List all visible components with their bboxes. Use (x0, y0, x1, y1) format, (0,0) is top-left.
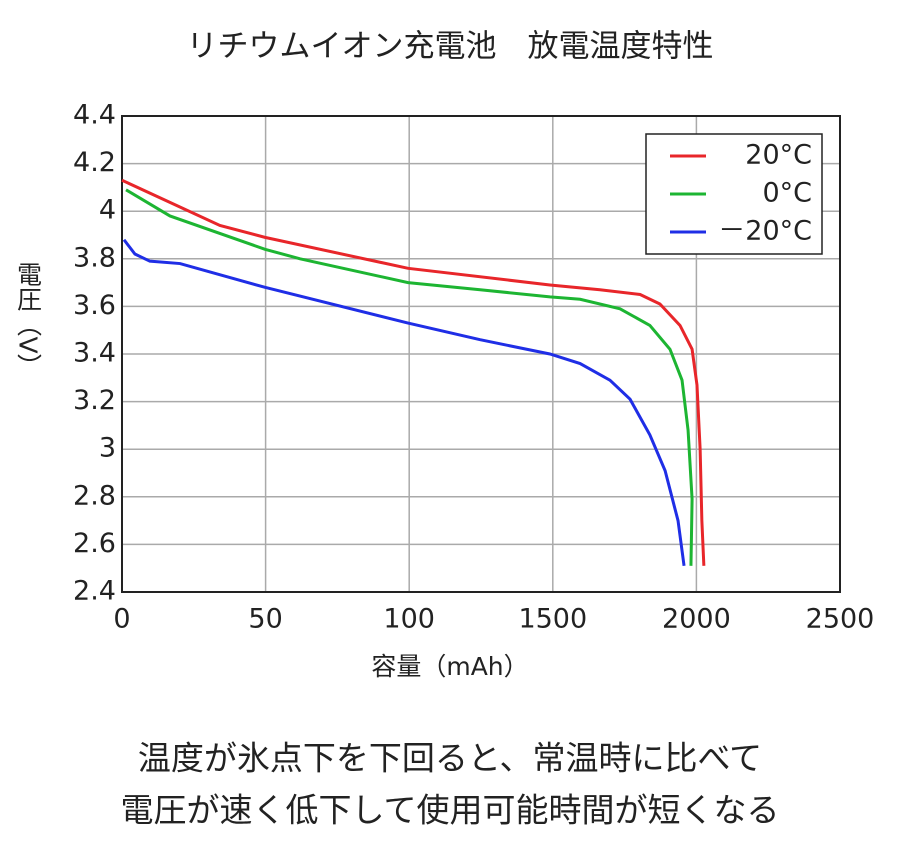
series-line (125, 188, 694, 566)
x-tick-label: 50 (248, 604, 282, 635)
x-tick-label: 2500 (806, 604, 875, 635)
caption-line: 温度が氷点下を下回ると、常温時に比べて (138, 739, 762, 778)
y-tick-label: 3.4 (73, 338, 116, 369)
x-axis-label: 容量（mAh） (371, 652, 528, 681)
legend-label: 0°C (762, 178, 812, 209)
series-line (121, 178, 706, 566)
series-line (122, 238, 686, 567)
y-tick-label: 3 (99, 433, 116, 464)
x-tick-label: 0 (113, 604, 130, 635)
y-tick-label: 4 (99, 195, 116, 226)
caption-line: 電圧が速く低下して使用可能時間が短くなる (120, 791, 779, 830)
x-tick-label: 100 (383, 604, 435, 635)
x-tick-label: 2000 (662, 604, 731, 635)
y-tick-label: 3.2 (73, 385, 116, 416)
y-axis-label: 電圧（V） (14, 261, 43, 378)
y-tick-label: 4.4 (73, 100, 116, 131)
y-tick-label: 3.8 (73, 242, 116, 273)
legend-label: －20°C (718, 216, 812, 247)
y-tick-label: 2.4 (73, 576, 116, 607)
y-tick-label: 2.6 (73, 528, 116, 559)
y-tick-label: 2.8 (73, 480, 116, 511)
y-tick-label: 3.6 (73, 290, 116, 321)
chart-title: リチウムイオン充電池 放電温度特性 (187, 29, 714, 65)
x-tick-label: 1500 (518, 604, 587, 635)
plot-frame (121, 115, 841, 593)
y-tick-label: 4.2 (73, 147, 116, 178)
legend-label: 20°C (745, 140, 812, 171)
